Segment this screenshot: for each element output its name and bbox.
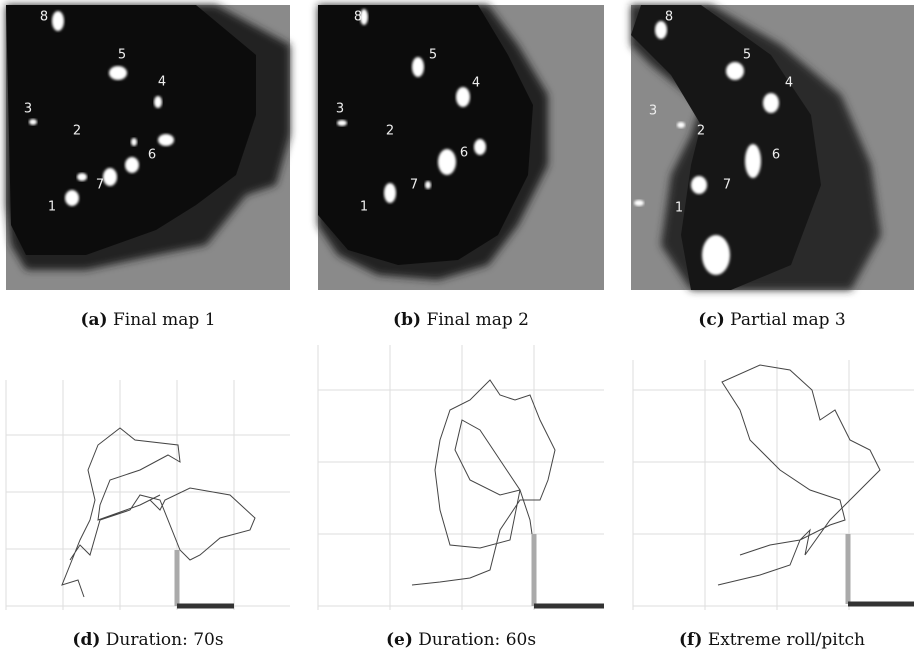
plot-grid xyxy=(633,360,914,610)
landmark-label: 4 xyxy=(785,76,793,91)
landmark-blob xyxy=(634,200,644,206)
caption-text: Duration: 60s xyxy=(418,630,536,650)
landmark-blob xyxy=(726,62,744,80)
landmark-blob xyxy=(52,11,64,31)
caption: (b) Final map 2 xyxy=(393,310,529,330)
landmark-blob xyxy=(29,119,37,125)
caption-tag: (e) xyxy=(386,630,413,650)
landmark-blob xyxy=(702,235,730,275)
landmark-label: 4 xyxy=(472,76,480,91)
caption: (a) Final map 1 xyxy=(80,310,215,330)
landmark-label: 1 xyxy=(675,201,683,216)
landmark-label: 5 xyxy=(118,48,126,63)
landmark-blob xyxy=(109,66,127,80)
caption-text: Final map 2 xyxy=(426,310,529,330)
landmark-blob xyxy=(154,96,162,108)
caption-text: Final map 1 xyxy=(113,310,216,330)
caption-tag: (a) xyxy=(80,310,107,330)
landmark-label: 8 xyxy=(354,10,362,25)
landmark-label: 7 xyxy=(410,178,418,193)
landmark-blob xyxy=(438,149,456,175)
landmark-blob xyxy=(125,157,139,173)
caption-tag: (c) xyxy=(698,310,724,330)
landmark-blob xyxy=(103,168,117,186)
landmark-label: 5 xyxy=(429,48,437,63)
caption-tag: (b) xyxy=(393,310,421,330)
landmark-blob xyxy=(425,181,431,189)
landmark-label: 3 xyxy=(24,102,32,117)
caption-tag: (f) xyxy=(679,630,702,650)
landmark-label: 4 xyxy=(158,75,166,90)
caption-text: Partial map 3 xyxy=(730,310,846,330)
landmark-label: 2 xyxy=(73,124,81,139)
landmark-blob xyxy=(77,173,87,181)
trajectory xyxy=(62,428,255,597)
landmark-blob xyxy=(745,144,761,178)
landmark-blob xyxy=(474,139,486,155)
landmark-blob xyxy=(412,57,424,77)
landmark-label: 3 xyxy=(336,102,344,117)
caption: (f) Extreme roll/pitch xyxy=(679,630,865,650)
landmark-label: 2 xyxy=(697,124,705,139)
landmark-blob xyxy=(456,87,470,107)
landmark-blob xyxy=(131,138,137,146)
landmark-label: 7 xyxy=(96,178,104,193)
caption-text: Extreme roll/pitch xyxy=(708,630,865,650)
plot-grid xyxy=(318,345,604,610)
landmark-label: 1 xyxy=(360,200,368,215)
figure: 854326718543267185432671(a) Final map 1(… xyxy=(0,0,914,655)
landmark-label: 6 xyxy=(148,148,156,163)
landmark-label: 8 xyxy=(40,10,48,25)
caption-text: Duration: 70s xyxy=(106,630,224,650)
landmark-blob xyxy=(65,190,79,206)
landmark-blob xyxy=(677,122,685,128)
landmark-label: 5 xyxy=(743,48,751,63)
landmark-blob xyxy=(337,120,347,126)
landmark-label: 6 xyxy=(772,148,780,163)
landmark-label: 1 xyxy=(48,200,56,215)
landmark-blob xyxy=(158,134,174,146)
caption: (e) Duration: 60s xyxy=(386,630,536,650)
trajectory xyxy=(718,365,880,585)
landmark-label: 2 xyxy=(386,124,394,139)
landmark-label: 7 xyxy=(723,178,731,193)
landmark-blob xyxy=(384,183,396,203)
caption-tag: (d) xyxy=(72,630,100,650)
caption: (d) Duration: 70s xyxy=(72,630,223,650)
plot-grid xyxy=(6,380,290,610)
landmark-label: 6 xyxy=(460,146,468,161)
landmark-label: 8 xyxy=(665,10,673,25)
caption: (c) Partial map 3 xyxy=(698,310,845,330)
landmark-blob xyxy=(691,176,707,194)
landmark-label: 3 xyxy=(649,104,657,119)
landmark-blob xyxy=(763,93,779,113)
